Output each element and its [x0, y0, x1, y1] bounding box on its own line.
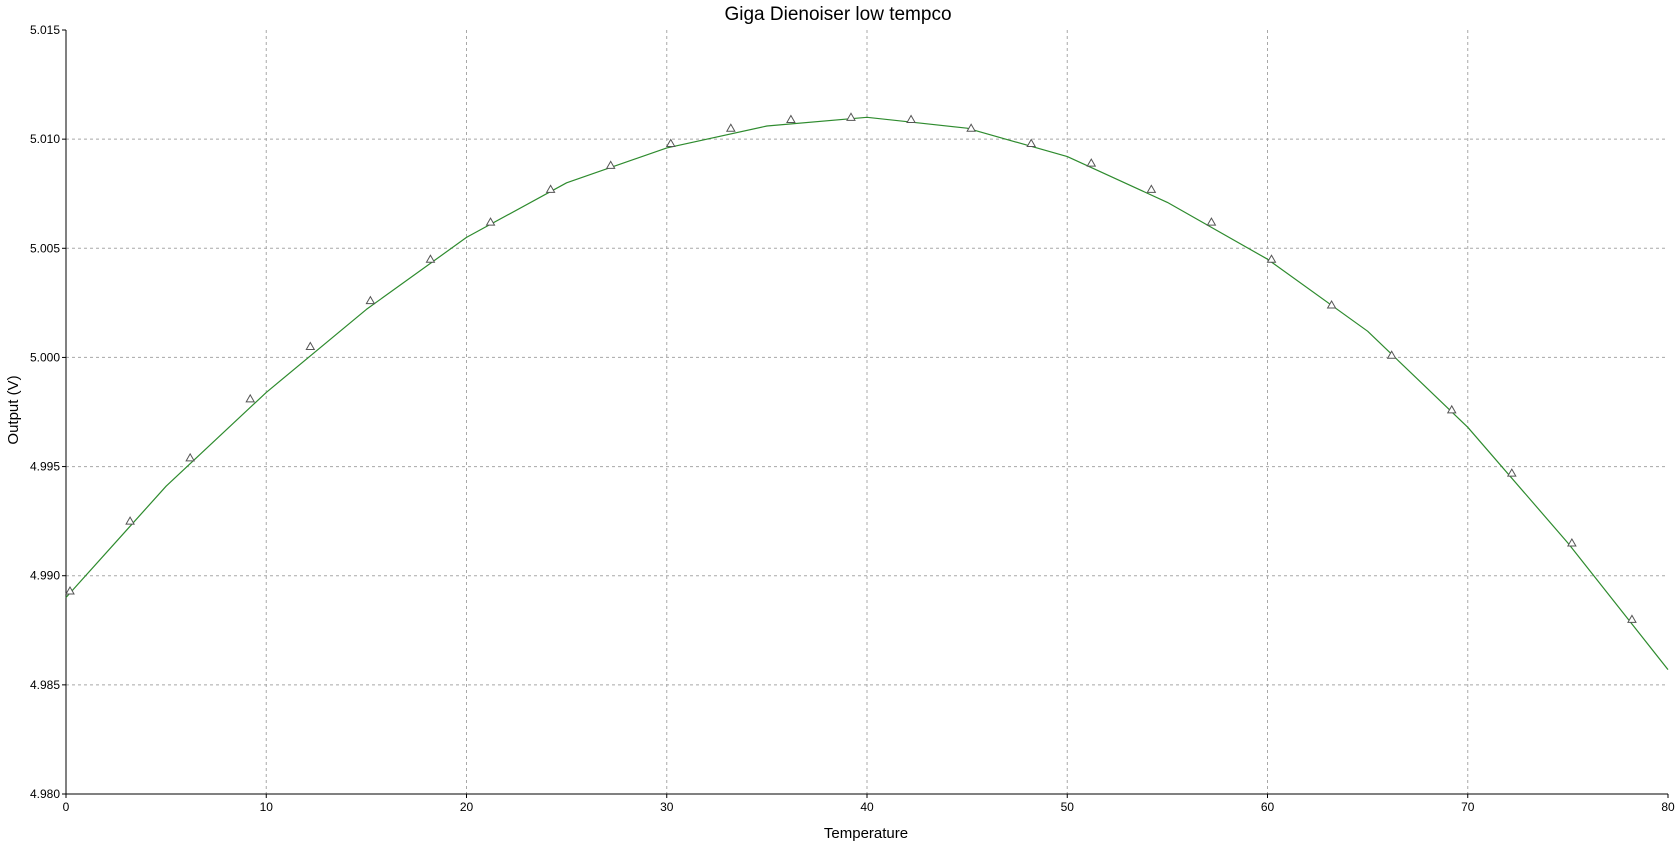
data-point-marker — [786, 114, 796, 123]
axes — [62, 29, 1669, 798]
data-point-marker — [1206, 217, 1217, 226]
data-point-marker — [1446, 404, 1457, 414]
data-point-marker — [365, 295, 376, 305]
data-point-marker — [1026, 138, 1037, 148]
y-tick-label: 4.985 — [30, 678, 60, 692]
data-point-marker — [725, 123, 736, 132]
x-tick-label: 0 — [63, 800, 70, 814]
y-tick-label: 5.010 — [30, 132, 60, 146]
data-point-marker — [605, 160, 616, 169]
data-point-marker — [1086, 158, 1097, 167]
y-tick-label: 5.000 — [30, 350, 60, 364]
data-point-marker — [665, 138, 676, 148]
chart-title: Giga Dienoiser low tempco — [724, 4, 951, 25]
data-point-marker — [125, 516, 135, 525]
data-point-marker — [1326, 300, 1337, 309]
x-tick-label: 10 — [260, 800, 274, 814]
series-line — [65, 116, 1669, 670]
y-tick-label: 4.990 — [30, 569, 60, 583]
x-tick-label: 70 — [1461, 800, 1475, 814]
data-point-marker — [1506, 468, 1517, 477]
x-tick-label: 80 — [1661, 800, 1675, 814]
x-tick-label: 30 — [660, 800, 674, 814]
data-point-marker — [545, 184, 556, 193]
y-axis-label: Output (V) — [5, 375, 22, 444]
y-tick-label: 4.995 — [30, 460, 60, 474]
x-tick-label: 40 — [860, 800, 874, 814]
data-point-marker — [1567, 537, 1577, 547]
x-tick-label: 50 — [1061, 800, 1075, 814]
data-point-marker — [1146, 184, 1157, 193]
data-point-marker — [485, 217, 496, 226]
data-point-marker — [906, 114, 916, 123]
series — [65, 112, 1669, 670]
data-point-marker — [1627, 614, 1637, 623]
data-point-marker — [425, 254, 436, 263]
data-point-marker — [245, 393, 256, 403]
data-point-marker — [966, 123, 976, 132]
x-tick-label: 60 — [1261, 800, 1275, 814]
data-point-marker — [185, 452, 196, 462]
data-point-marker — [305, 341, 316, 351]
data-point-marker — [1266, 254, 1277, 263]
y-tick-label: 5.015 — [30, 23, 60, 37]
x-tick-label: 20 — [460, 800, 474, 814]
data-point-marker — [1386, 350, 1397, 359]
x-axis-label: Temperature — [824, 825, 908, 842]
tick-labels: 0 10 20 30 40 50 60 70 80 4.980 4.985 4.990 4.995 5.0… — [30, 23, 1675, 814]
data-point-marker — [65, 585, 75, 595]
data-point-marker — [846, 112, 856, 121]
y-tick-label: 5.005 — [30, 241, 60, 255]
y-tick-label: 4.980 — [30, 787, 60, 801]
grid — [66, 30, 1668, 794]
